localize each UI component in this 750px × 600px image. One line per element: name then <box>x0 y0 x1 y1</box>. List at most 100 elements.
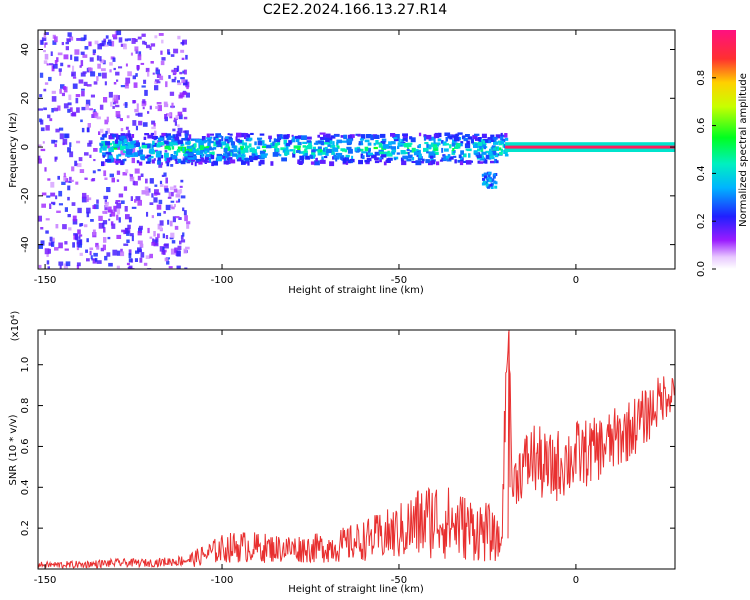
spectrogram-cell <box>248 143 252 148</box>
chart-title: C2E2.2024.166.13.27.R14 <box>262 2 448 18</box>
spectrogram-cell <box>209 146 212 151</box>
spectrogram-cell <box>54 143 57 148</box>
spectrogram-cell <box>293 145 300 149</box>
spectrogram-cell <box>141 100 147 107</box>
spectrogram-cell <box>104 81 107 86</box>
spectrogram-cell <box>147 158 152 163</box>
spectrogram-cell <box>265 153 268 156</box>
spectrogram-cell <box>130 52 133 56</box>
spectrogram-cell <box>86 207 91 214</box>
spectrogram-cell <box>120 248 123 253</box>
spectrogram-cell <box>319 136 325 140</box>
spectrogram-cell <box>92 53 96 56</box>
spectrogram-cell <box>217 143 222 147</box>
spectrogram-cell <box>79 223 82 227</box>
spectrogram-cell <box>211 151 215 155</box>
spectrogram-cell <box>151 193 154 198</box>
spectrogram-cell <box>156 204 162 210</box>
spectrogram-cell <box>327 140 333 145</box>
spectrogram-cell <box>78 236 81 239</box>
spectrogram-cell <box>289 149 294 152</box>
spectrogram-cell <box>129 233 134 237</box>
spectrogram-cell <box>175 200 179 203</box>
spectrogram-cell <box>47 266 50 269</box>
spectrogram-cell <box>141 145 148 149</box>
spectrogram-cell <box>168 147 171 151</box>
spectrogram-cell <box>445 136 448 142</box>
spectrogram-cell <box>192 159 196 162</box>
spectrogram-cell <box>481 133 487 139</box>
spectrogram-cell <box>239 145 245 149</box>
spectrogram-cell <box>147 71 150 77</box>
spectrogram-cell <box>176 131 179 136</box>
spectrogram-cell <box>216 156 222 161</box>
spectrogram-cell <box>166 161 170 167</box>
spectrogram-cell <box>357 134 361 137</box>
spectrogram-cell <box>154 35 158 39</box>
spectrogram-cell <box>154 85 159 91</box>
spectrogram-cell <box>40 119 44 125</box>
spectrogram-cell <box>179 240 182 245</box>
spectrogram-cell <box>99 128 104 133</box>
spectrogram-cell <box>367 147 371 152</box>
spectrogram-cell <box>151 126 156 130</box>
spectrogram-cell <box>138 149 143 152</box>
spectrogram-cell <box>177 158 182 164</box>
spectrogram-cell <box>302 150 308 155</box>
spectrogram-cell <box>98 131 101 135</box>
spectrogram-cell <box>123 243 129 246</box>
spectrogram-cell <box>500 135 504 141</box>
spectrogram-cell <box>244 161 249 164</box>
spectrogram-cell <box>317 134 320 138</box>
spectrogram-cell <box>203 148 210 153</box>
spectrogram-cell <box>123 186 128 191</box>
spectrogram-cell <box>107 39 112 43</box>
spectrogram-cell <box>208 158 212 163</box>
x-tick-label: 0 <box>573 575 579 586</box>
spectrogram-cell <box>200 140 204 146</box>
spectrogram-cell <box>418 153 422 159</box>
spectrogram-cell <box>105 151 112 155</box>
spectrogram-cell <box>38 155 41 160</box>
spectrogram-cell <box>49 236 53 242</box>
spectrogram-cell <box>144 41 147 46</box>
spectrogram-cell <box>168 266 173 269</box>
spectrogram-cell <box>43 50 46 53</box>
spectrogram-cell <box>182 82 188 86</box>
spectrogram-cell <box>192 148 196 153</box>
spectrogram-cell <box>365 160 370 165</box>
spectrogram-cell <box>145 161 151 164</box>
spectrogram-cell <box>127 130 131 136</box>
spectrogram-cell <box>360 153 364 159</box>
spectrogram-cell <box>149 236 153 239</box>
spectrogram-cell <box>207 138 212 142</box>
spectrogram-cell <box>362 155 365 160</box>
spectrogram-cell <box>487 174 491 178</box>
spectrogram-cell <box>500 140 504 144</box>
spectrogram-cell <box>179 189 183 194</box>
spectrogram-cell <box>115 71 120 76</box>
spectrogram-cell <box>149 46 152 50</box>
spectrogram-cell <box>110 101 113 107</box>
spectrogram-cell <box>169 91 175 96</box>
spectrogram-cell <box>437 138 442 142</box>
spectrogram-cell <box>96 199 99 204</box>
colorbar-tick-label: 0.2 <box>696 213 707 229</box>
spectrogram-cell <box>110 211 116 217</box>
spectrogram-cell <box>455 143 461 148</box>
spectrogram-cell <box>150 132 154 136</box>
spectrogram-cell <box>161 132 168 137</box>
spectrogram-cell <box>173 185 177 188</box>
spectrogram-cell <box>120 145 126 150</box>
spectrogram-cell <box>75 94 81 98</box>
snr-x-label: Height of straight line (km) <box>288 584 424 595</box>
spectrogram-cell <box>317 140 322 144</box>
spectrogram-cell <box>101 40 106 47</box>
spectrogram-cell <box>386 152 393 157</box>
spectrogram-cell <box>333 155 340 160</box>
spectrogram-cell <box>173 188 178 193</box>
spectrogram-cell <box>443 155 446 159</box>
spectrogram-cell <box>64 248 69 251</box>
spectrogram-cell <box>72 83 78 89</box>
spectrogram-cell <box>80 60 84 67</box>
